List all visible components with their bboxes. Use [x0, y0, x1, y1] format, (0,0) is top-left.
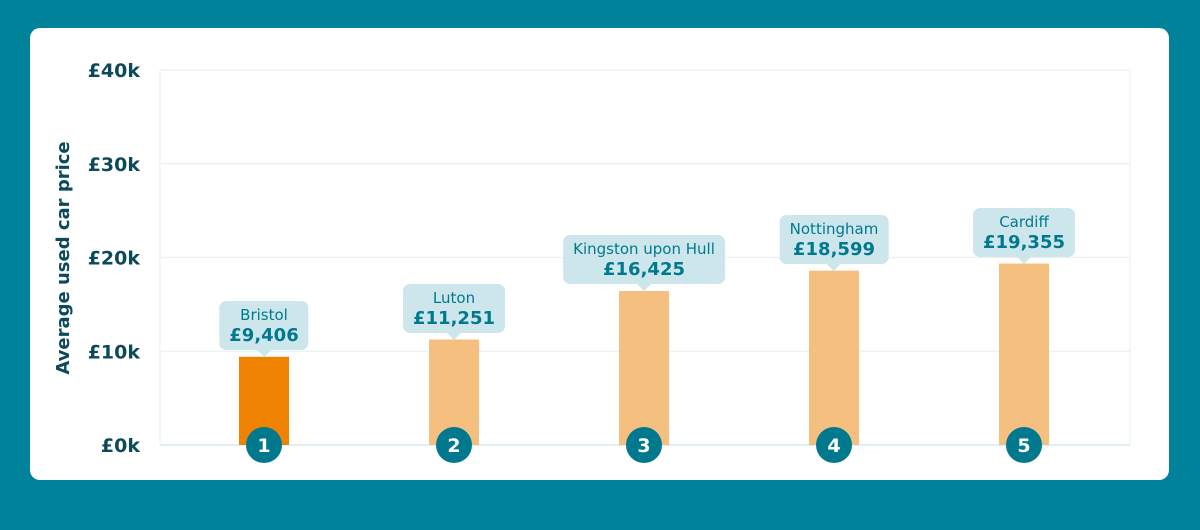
y-tick-label: £0k	[101, 435, 140, 457]
bar	[619, 291, 669, 445]
data-label: £9,406	[229, 324, 299, 346]
chart-card: £0k £10k £20k £30k £40k Average used car pric…	[30, 28, 1169, 480]
value-tooltip: Kingston upon Hull £16,425	[563, 235, 725, 292]
y-tick-label: £20k	[88, 248, 141, 270]
rank-badge	[1006, 427, 1042, 463]
value-tooltip: Bristol £9,406	[219, 300, 309, 357]
data-label: £16,425	[603, 259, 685, 281]
category-label: Cardiff	[999, 212, 1049, 231]
y-axis-title: Average used car price	[53, 141, 74, 374]
rank-number: 1	[257, 435, 270, 457]
bar	[809, 270, 859, 445]
data-label: £11,251	[413, 307, 495, 329]
category-label: Luton	[432, 288, 476, 307]
bar-chart: £0k £10k £20k £30k £40k Average used car pric…	[53, 60, 1131, 463]
rank-number: 3	[637, 435, 650, 457]
rank-number: 5	[1017, 435, 1030, 457]
data-label: £18,599	[793, 238, 875, 260]
rank-badge	[816, 427, 852, 463]
data-label: £19,355	[983, 231, 1065, 253]
value-tooltip: Luton £11,251	[403, 283, 505, 340]
rank-badge	[246, 427, 282, 463]
rank-number: 4	[827, 435, 840, 457]
rank-badge	[436, 427, 472, 463]
y-tick-label: £10k	[88, 341, 141, 363]
bar	[999, 263, 1049, 445]
category-label: Bristol	[240, 305, 288, 324]
category-label: Kingston upon Hull	[573, 240, 715, 259]
rank-number: 2	[447, 435, 460, 457]
category-label: Nottingham	[789, 219, 879, 238]
value-tooltip: Nottingham £18,599	[779, 214, 889, 271]
rank-badge	[626, 427, 662, 463]
y-tick-label: £40k	[88, 60, 141, 82]
value-tooltip: Cardiff £19,355	[973, 207, 1075, 264]
y-tick-label: £30k	[88, 154, 141, 176]
